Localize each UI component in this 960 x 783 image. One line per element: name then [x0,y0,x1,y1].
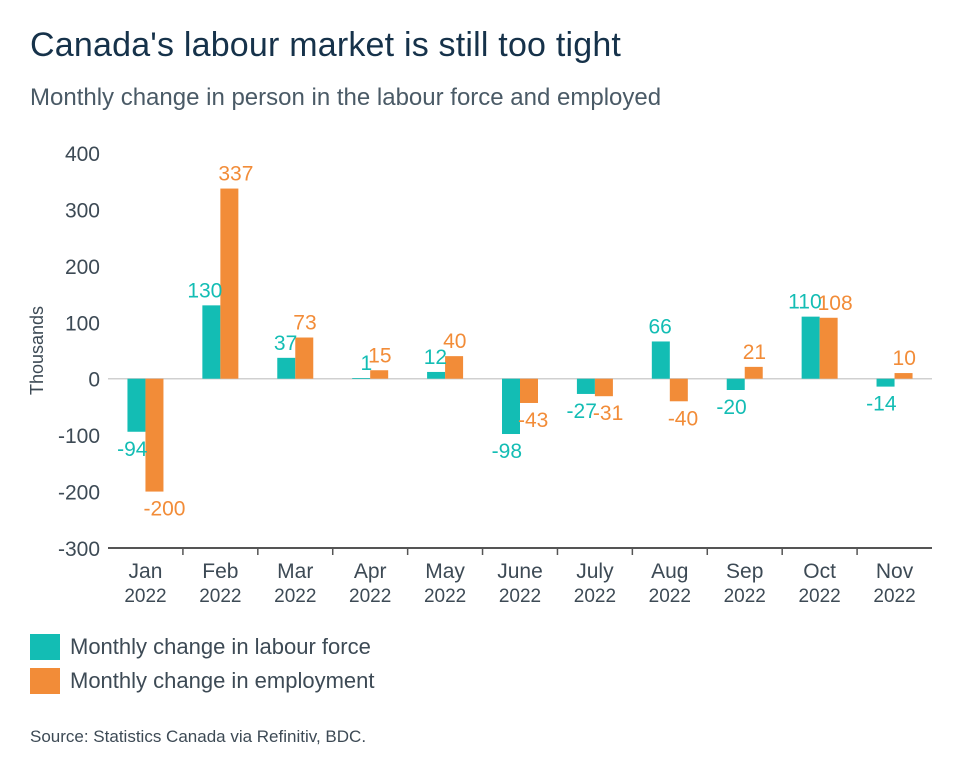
bar-employment [894,373,913,379]
x-tick-month: Sep [726,560,763,583]
x-tick-year: 2022 [499,586,541,607]
x-tick-month: Apr [354,560,387,583]
x-tick-month: Nov [876,560,914,583]
bar-labour-force [502,378,520,435]
x-tick-year: 2022 [274,586,316,607]
bar-employment [295,337,314,379]
y-tick-label: 200 [65,256,100,279]
x-tick-month: Jan [129,560,163,583]
x-tick-month: July [576,560,614,583]
data-label-employment: 337 [218,163,253,186]
data-label-employment: 15 [368,344,391,367]
data-label-labour-force: 12 [424,346,447,369]
bar-employment [669,378,688,402]
data-label-employment: 40 [443,330,466,353]
x-tick-month: Feb [202,560,238,583]
x-tick-year: 2022 [724,586,766,607]
y-tick-label: -200 [58,482,100,505]
x-tick-month: Aug [651,560,688,583]
bar-labour-force [876,378,895,387]
y-tick-label: 300 [65,199,100,222]
bar-labour-force [202,305,221,379]
chart-title: Canada's labour market is still too tigh… [30,26,622,64]
x-tick-year: 2022 [424,586,466,607]
bar-labour-force [726,378,745,390]
y-tick-label: -100 [58,425,100,448]
legend-swatch-employment [30,668,60,694]
x-tick-year: 2022 [873,586,915,607]
x-tick-month: June [497,560,543,583]
legend-item-labour-force: Monthly change in labour force [30,630,375,664]
source-note: Source: Statistics Canada via Refinitiv,… [30,727,367,746]
data-label-labour-force: -20 [716,396,746,419]
data-label-labour-force: 110 [788,291,821,314]
bar-labour-force [352,378,371,379]
data-label-employment: -40 [668,407,698,430]
bar-employment [520,378,538,403]
bar-employment [594,378,613,397]
x-tick-year: 2022 [649,586,691,607]
bar-labour-force [576,378,595,394]
legend: Monthly change in labour force Monthly c… [30,630,375,698]
bar-labour-force [801,316,820,379]
bar-employment [370,370,389,379]
x-tick-year: 2022 [199,586,241,607]
x-tick-year: 2022 [574,586,616,607]
y-tick-label: 100 [65,312,100,335]
bar-labour-force [651,341,670,379]
legend-swatch-labour-force [30,634,60,660]
bar-employment [819,317,838,379]
data-label-employment: -200 [143,498,185,521]
data-label-labour-force: -14 [866,393,897,416]
bar-employment [445,356,464,379]
data-label-employment: 108 [818,292,853,315]
bar-labour-force [127,378,146,432]
data-label-labour-force: 1 [360,352,372,375]
data-label-labour-force: -98 [492,440,522,463]
data-label-labour-force: -94 [117,438,148,461]
x-tick-year: 2022 [798,586,840,607]
chart-subtitle: Monthly change in person in the labour f… [30,84,662,111]
bar-labour-force [277,357,296,379]
data-label-employment: 21 [743,341,766,364]
y-tick-label: -300 [58,538,100,561]
x-tick-month: Mar [277,560,313,583]
legend-item-employment: Monthly change in employment [30,664,375,698]
legend-label-employment: Monthly change in employment [70,668,375,693]
data-label-employment: 10 [893,347,916,370]
y-tick-label: 400 [65,143,100,166]
data-label-employment: -43 [518,409,548,432]
bar-chart: -300 -200 -100 0 100 200 300 400 Thousands -94 -2… [27,143,932,607]
data-label-employment: -31 [593,402,623,425]
data-label-labour-force: 66 [648,315,671,338]
x-tick-month: May [425,560,465,583]
y-tick-label: 0 [88,369,100,392]
y-axis-label: Thousands [27,306,47,395]
data-label-employment: 73 [293,312,316,335]
data-label-labour-force: 37 [274,332,297,355]
x-tick-year: 2022 [349,586,391,607]
bar-labour-force [427,371,446,379]
legend-label-labour-force: Monthly change in labour force [70,634,371,659]
bars [127,188,913,492]
bar-employment [145,378,164,492]
x-tick-year: 2022 [124,586,166,607]
data-label-labour-force: -27 [567,400,597,423]
x-tick-month: Oct [803,560,836,583]
data-label-labour-force: 130 [187,279,222,302]
x-axis: Jan 2022 Feb 2022 Mar 2022 Apr 2022 May 2022 June 2… [108,547,932,607]
bar-employment [220,188,239,379]
bar-employment [744,366,763,379]
